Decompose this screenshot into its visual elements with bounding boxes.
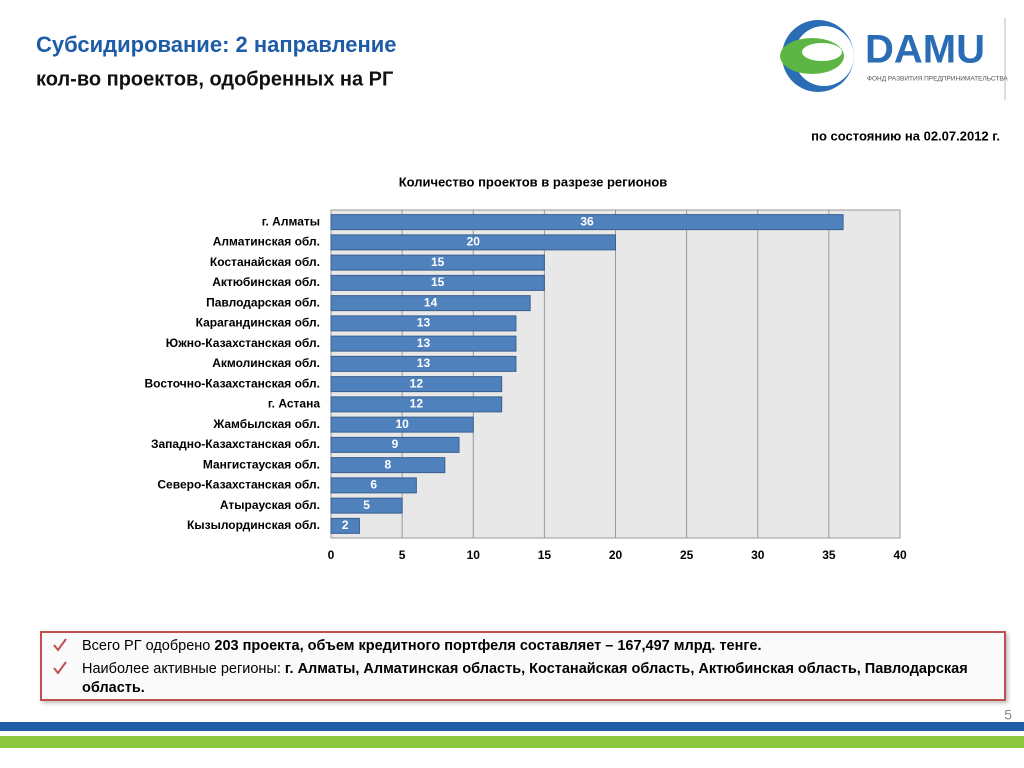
x-tick-label: 40 (893, 548, 907, 562)
logo-name: DAMU (865, 28, 985, 72)
bar (330, 457, 446, 474)
note-lead: Всего РГ одобрено (82, 638, 211, 654)
bar (330, 315, 517, 332)
y-tick-label: г. Алматы (262, 214, 320, 228)
note-lead: Наиболее активные регионы: (82, 661, 281, 677)
slide-subtitle: кол-во проектов, одобренных на РГ (36, 68, 393, 90)
y-tick-label: Жамбылская обл. (212, 417, 320, 431)
data-label: 20 (467, 235, 481, 249)
bar (330, 436, 460, 453)
data-label: 14 (424, 295, 438, 309)
data-label: 15 (431, 275, 445, 289)
data-label: 15 (431, 255, 445, 269)
slide-title: Субсидирование: 2 направление (36, 32, 397, 57)
note: Наиболее активные регионы: г. Алматы, Ал… (53, 660, 994, 698)
x-tick-label: 0 (328, 548, 335, 562)
y-tick-label: Карагандинская обл. (196, 316, 320, 330)
bar (330, 517, 360, 534)
data-label: 10 (395, 417, 409, 431)
bar (330, 477, 417, 494)
data-label: 6 (370, 478, 377, 492)
data-label: 13 (417, 336, 431, 350)
y-tick-label: Атырауская обл. (220, 498, 320, 512)
bar (330, 274, 545, 291)
bar (330, 355, 517, 372)
y-tick-label: Алматинская обл. (213, 235, 320, 249)
y-tick-label: Западно-Казахстанская обл. (151, 437, 320, 451)
check-icon (53, 661, 67, 675)
bar (330, 214, 844, 231)
note: Всего РГ одобрено 203 проекта, объем кре… (53, 637, 994, 656)
x-tick-label: 5 (399, 548, 406, 562)
bar (330, 295, 531, 312)
logo-tagline: ФОНД РАЗВИТИЯ ПРЕДПРИНИМАТЕЛЬСТВА (867, 76, 1008, 83)
bar (330, 396, 503, 413)
bar (330, 376, 503, 393)
data-label: 13 (417, 356, 431, 370)
footer-stripe (0, 722, 1024, 731)
y-tick-label: Кызылординская обл. (187, 518, 320, 532)
data-label: 9 (392, 437, 399, 451)
data-label: 5 (363, 498, 370, 512)
y-tick-label: Павлодарская обл. (206, 295, 320, 309)
y-tick-label: Северо-Казахстанская обл. (157, 478, 320, 492)
y-tick-label: Костанайская обл. (210, 255, 320, 269)
data-label: 12 (410, 376, 424, 390)
x-tick-label: 20 (609, 548, 623, 562)
data-label: 36 (580, 214, 594, 228)
data-label: 12 (410, 397, 424, 411)
notes-box: Всего РГ одобрено 203 проекта, объем кре… (40, 631, 1006, 701)
note-emphasis: 203 проекта, объем кредитного портфеля с… (214, 638, 762, 654)
logo-icon (780, 20, 854, 92)
bar (330, 335, 517, 352)
x-tick-label: 25 (680, 548, 694, 562)
data-label: 13 (417, 316, 431, 330)
note-emphasis: г. Алматы, Алматинская область, Костанай… (82, 661, 968, 696)
page-number: 5 (1004, 707, 1012, 723)
bar (330, 416, 474, 433)
check-icon (53, 638, 67, 652)
y-tick-label: Актюбинская обл. (212, 275, 320, 289)
y-tick-label: г. Астана (268, 397, 320, 411)
x-tick-label: 15 (538, 548, 552, 562)
y-tick-label: Мангистауская обл. (203, 457, 320, 471)
data-label: 2 (342, 518, 349, 532)
y-tick-label: Акмолинская обл. (212, 356, 320, 370)
bar (330, 234, 616, 251)
x-tick-label: 35 (822, 548, 836, 562)
x-tick-label: 30 (751, 548, 765, 562)
y-tick-label: Восточно-Казахстанская обл. (144, 376, 320, 390)
date-note: по состоянию на 02.07.2012 г. (811, 128, 1000, 143)
data-label: 8 (385, 457, 392, 471)
chart-title: Количество проектов в разрезе регионов (399, 174, 668, 189)
bar (330, 254, 545, 271)
y-tick-label: Южно-Казахстанская обл. (166, 336, 320, 350)
x-tick-label: 10 (467, 548, 481, 562)
footer-stripe (0, 736, 1024, 748)
bar (330, 497, 403, 514)
